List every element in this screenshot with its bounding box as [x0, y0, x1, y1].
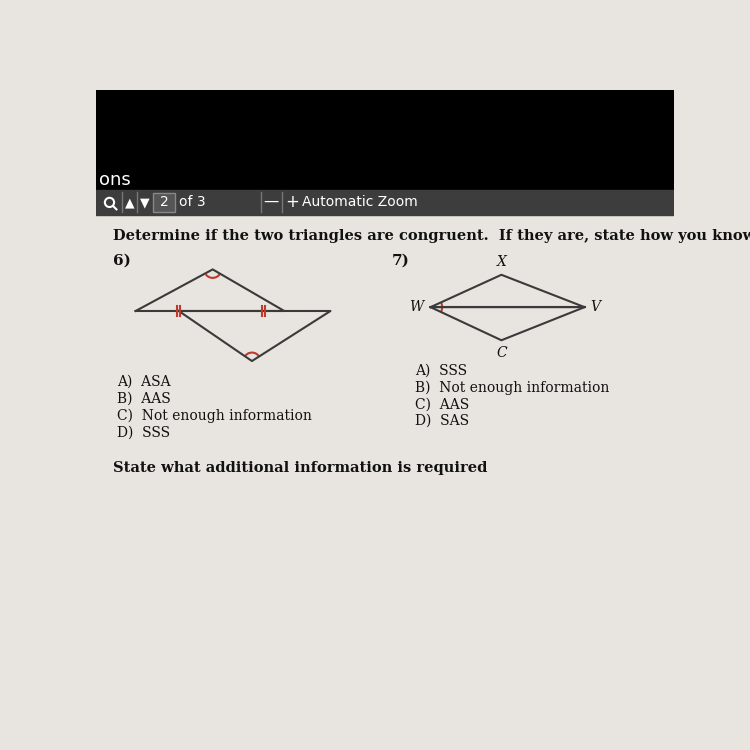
Text: C)  AAS: C) AAS — [416, 398, 470, 411]
Text: W: W — [409, 300, 423, 314]
Text: B)  AAS: B) AAS — [117, 392, 171, 406]
Text: ▼: ▼ — [140, 196, 150, 209]
Text: ▲: ▲ — [124, 196, 134, 209]
Text: Determine if the two triangles are congruent.  If they are, state how you know.: Determine if the two triangles are congr… — [112, 229, 750, 242]
Text: Automatic Zoom: Automatic Zoom — [302, 196, 418, 209]
Text: ons: ons — [100, 170, 131, 188]
Text: A)  ASA: A) ASA — [117, 375, 171, 389]
Text: —: — — [263, 194, 279, 209]
Text: X: X — [496, 256, 506, 269]
Text: D)  SSS: D) SSS — [117, 426, 170, 439]
Text: 2: 2 — [160, 196, 169, 209]
Text: A)  SSS: A) SSS — [416, 363, 467, 377]
Text: B)  Not enough information: B) Not enough information — [416, 380, 610, 394]
Text: State what additional information is required: State what additional information is req… — [112, 461, 487, 476]
Text: V: V — [591, 300, 601, 314]
Text: 7): 7) — [392, 254, 410, 267]
Text: +: + — [285, 194, 299, 211]
Text: D)  SAS: D) SAS — [416, 414, 470, 428]
Text: of 3: of 3 — [178, 196, 206, 209]
Text: C: C — [496, 346, 507, 361]
Text: C)  Not enough information: C) Not enough information — [117, 409, 312, 423]
FancyBboxPatch shape — [153, 194, 175, 211]
Text: 6): 6) — [112, 254, 130, 267]
